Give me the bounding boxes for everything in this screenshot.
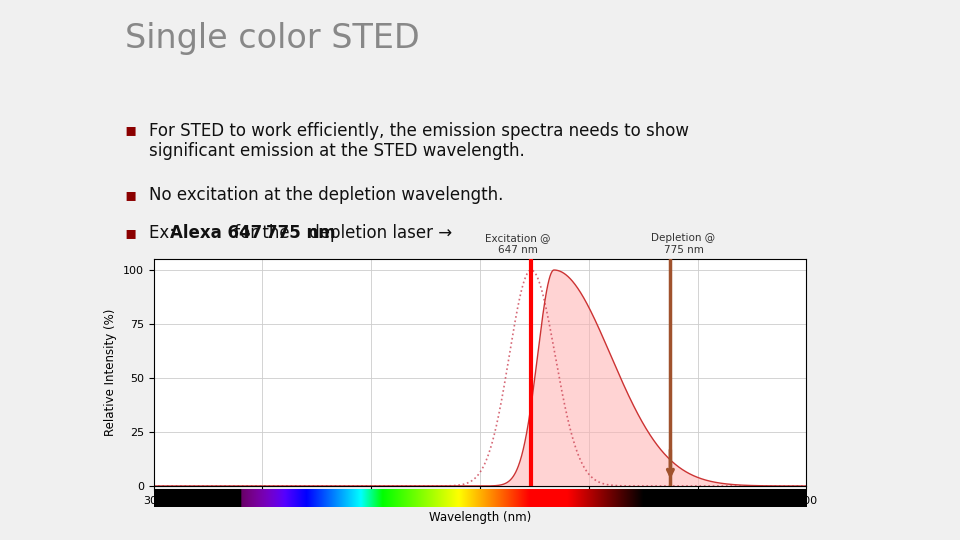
Text: Depletion @
775 nm: Depletion @ 775 nm [652, 233, 715, 255]
Text: No excitation at the depletion wavelength.: No excitation at the depletion wavelengt… [149, 186, 503, 204]
Text: For STED to work efficiently, the emission spectra needs to show
significant emi: For STED to work efficiently, the emissi… [149, 122, 688, 160]
Text: Alexa 647: Alexa 647 [170, 224, 262, 242]
Text: Single color STED: Single color STED [125, 22, 420, 55]
Y-axis label: Relative Intensity (%): Relative Intensity (%) [105, 309, 117, 436]
Text: 775 nm: 775 nm [266, 224, 336, 242]
Text: Ex:: Ex: [149, 224, 180, 242]
Text: for the: for the [229, 224, 296, 242]
Text: ▪: ▪ [125, 186, 137, 204]
Text: ▪: ▪ [125, 122, 137, 139]
X-axis label: Wavelength (nm): Wavelength (nm) [429, 511, 531, 524]
Text: Excitation @
647 nm: Excitation @ 647 nm [486, 233, 551, 255]
Text: ▪: ▪ [125, 224, 137, 242]
Text: depletion laser →: depletion laser → [304, 224, 452, 242]
